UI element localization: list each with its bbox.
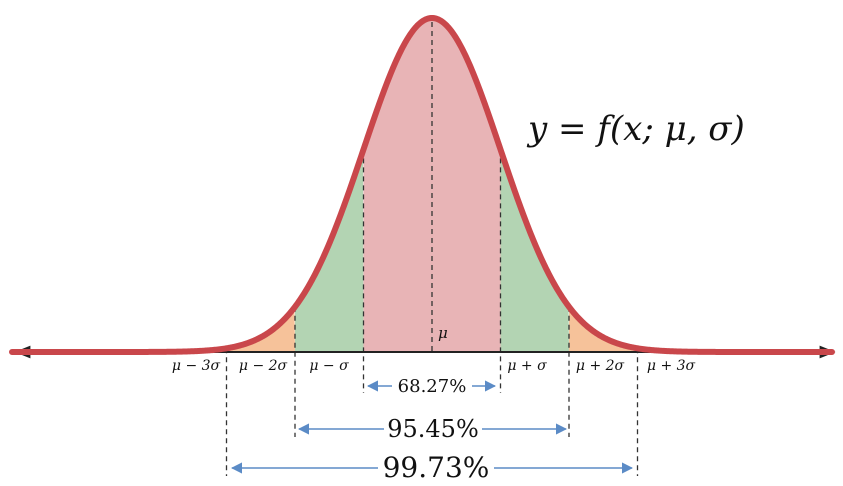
band-3sigma-right bbox=[569, 306, 638, 352]
tick-label-minus-3sigma: μ − 3σ bbox=[172, 358, 221, 374]
percent-bg-1sigma bbox=[392, 375, 472, 397]
mean-label: μ bbox=[438, 324, 448, 342]
tick-label-plus-2sigma: μ + 2σ bbox=[576, 358, 625, 374]
percent-bg-2sigma bbox=[384, 414, 482, 442]
tick-label-plus-1sigma: μ + σ bbox=[507, 358, 547, 374]
bell-curve bbox=[9, 15, 835, 355]
tick-label-minus-1sigma: μ − σ bbox=[309, 358, 349, 374]
percent-label-1sigma: 68.27% bbox=[398, 376, 467, 397]
band-3sigma-left bbox=[226, 307, 295, 352]
percent-label-3sigma: 99.73% bbox=[383, 451, 490, 484]
percent-label-2sigma: 95.45% bbox=[387, 415, 479, 443]
percent-bg-3sigma bbox=[378, 450, 494, 483]
formula-label: y = f(x; μ, σ) bbox=[526, 109, 745, 149]
tick-label-plus-3sigma: μ + 3σ bbox=[647, 358, 696, 374]
tick-label-minus-2sigma: μ − 2σ bbox=[239, 358, 288, 374]
